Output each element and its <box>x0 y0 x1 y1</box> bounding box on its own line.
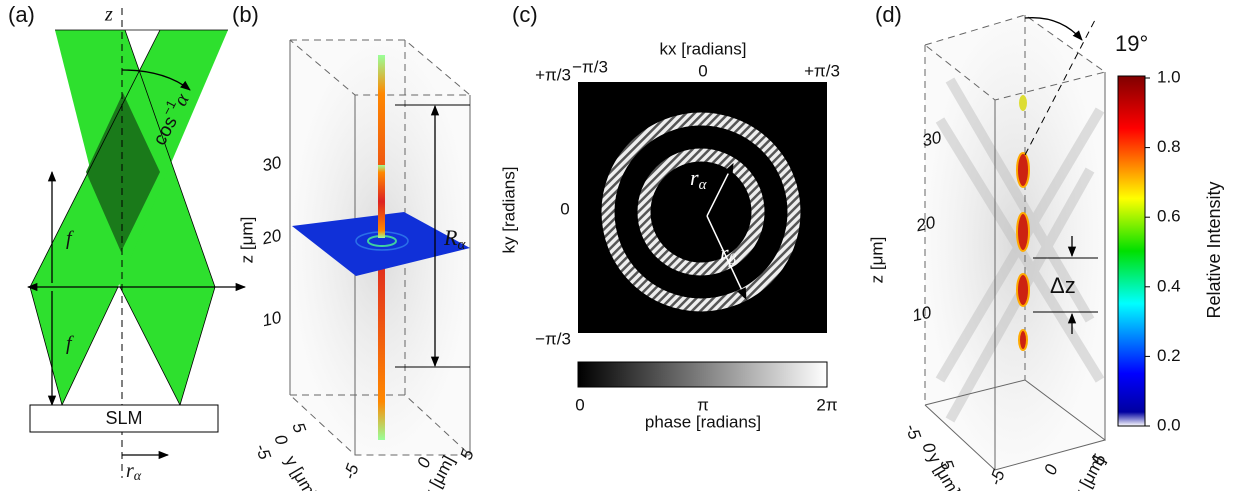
focus <box>1016 273 1030 307</box>
panel-label: (d) <box>875 2 902 27</box>
phase-tick-label: 0 <box>575 395 584 414</box>
box-edge <box>289 39 472 96</box>
z-tick-label: 30 <box>921 128 944 151</box>
x-tick-label: 0 <box>413 454 434 470</box>
focus <box>1018 329 1028 351</box>
r-sub: β <box>728 252 737 268</box>
angle-sup: −1 <box>159 98 179 118</box>
kx-tick-label: +π/3 <box>804 61 840 80</box>
focus <box>1016 152 1030 188</box>
panel-label: (a) <box>8 2 35 27</box>
slm-label: SLM <box>105 408 142 428</box>
ky-label: ky [radians] <box>499 167 518 254</box>
radius-sub: α <box>457 237 466 253</box>
radius-sub: α <box>134 469 142 484</box>
z-tick-label: 20 <box>260 226 284 249</box>
overlap <box>86 93 160 252</box>
z-tick-label: 30 <box>261 153 284 176</box>
delta-label: Δz <box>1050 273 1076 298</box>
colorbar <box>1117 75 1146 427</box>
ring-outer <box>601 112 801 312</box>
ky-tick-label: 0 <box>560 199 569 218</box>
colorbar-tick-label: 0.4 <box>1157 276 1181 295</box>
panel-label: (c) <box>512 2 538 27</box>
radius-base: R <box>443 225 458 250</box>
focus <box>1019 95 1027 111</box>
phase-colorbar <box>577 361 828 388</box>
ky-tick-label: −π/3 <box>535 329 571 348</box>
y-label: y [μm] <box>281 453 321 491</box>
beam-top <box>378 165 385 238</box>
focal-label: f <box>66 333 74 355</box>
colorbar-label: Relative Intensity <box>1204 181 1224 318</box>
r-alpha-label: rα <box>690 165 708 193</box>
phase-tick-label: 2π <box>816 395 837 414</box>
angle-arc <box>121 69 191 91</box>
angle-label: 19° <box>1115 31 1148 56</box>
colorbar-tick-label: 0.6 <box>1157 207 1181 226</box>
phase-label: phase [radians] <box>645 412 761 431</box>
box-edge <box>289 394 472 456</box>
cross-section <box>292 212 470 276</box>
r-base: r <box>720 240 729 265</box>
z-tick-label: 10 <box>911 303 934 326</box>
foci <box>1016 95 1030 351</box>
colorbar-tick-label: 0.8 <box>1157 137 1181 156</box>
z-label: z [μm] <box>867 237 886 284</box>
panel-c: (c) kx [radians] ky [radians] rα rβ phas… <box>499 2 828 431</box>
r-sub: α <box>699 177 708 193</box>
r-beta-label: rβ <box>720 240 737 268</box>
panel-a: (a) z cos−1α f f SLM rα <box>8 2 247 485</box>
y-tick-label: -5 <box>251 441 274 462</box>
radius-base: r <box>126 460 134 482</box>
panel-label: (b) <box>232 2 259 27</box>
r-base: r <box>690 165 699 190</box>
panel-b: (b) Rα z [μm] y [μm] x [μm] <box>232 2 472 496</box>
y-tick-label: 5 <box>288 420 309 436</box>
radius-label: Rα <box>443 225 466 253</box>
tilt-line <box>1024 19 1096 156</box>
z-tick-label: 20 <box>914 213 938 236</box>
slm-box <box>29 404 219 433</box>
ky-tick-label: +π/3 <box>535 65 571 84</box>
colorbar-tick-label: 0.2 <box>1157 346 1181 365</box>
z-tick-label: 10 <box>261 308 284 331</box>
box-edge <box>924 379 1107 471</box>
focal-label: f <box>66 228 74 250</box>
axis-label: z <box>104 4 113 26</box>
z-label: z [μm] <box>237 217 256 264</box>
y-tick-label: -5 <box>901 421 924 442</box>
focus <box>1016 212 1030 252</box>
ring-inner <box>637 148 765 276</box>
x-tick-label: -5 <box>340 461 363 482</box>
r-alpha-arrow <box>706 162 734 217</box>
colorbar-tick-label: 1.0 <box>1157 67 1181 86</box>
x-tick-label: -5 <box>986 467 1009 488</box>
phase-tick-label: π <box>697 395 709 414</box>
y-tick-label: 0 <box>270 432 291 448</box>
kx-label: kx [radians] <box>660 39 747 58</box>
radius-label: rα <box>126 460 142 485</box>
angle-arc <box>1024 17 1083 41</box>
kx-tick-label: 0 <box>698 61 707 80</box>
colorbar-tick-label: 0.0 <box>1157 415 1181 434</box>
kx-tick-label: −π/3 <box>572 57 608 76</box>
x-tick-label: 0 <box>1040 461 1061 477</box>
volume <box>925 15 1105 470</box>
r-beta-arrow <box>706 215 747 301</box>
